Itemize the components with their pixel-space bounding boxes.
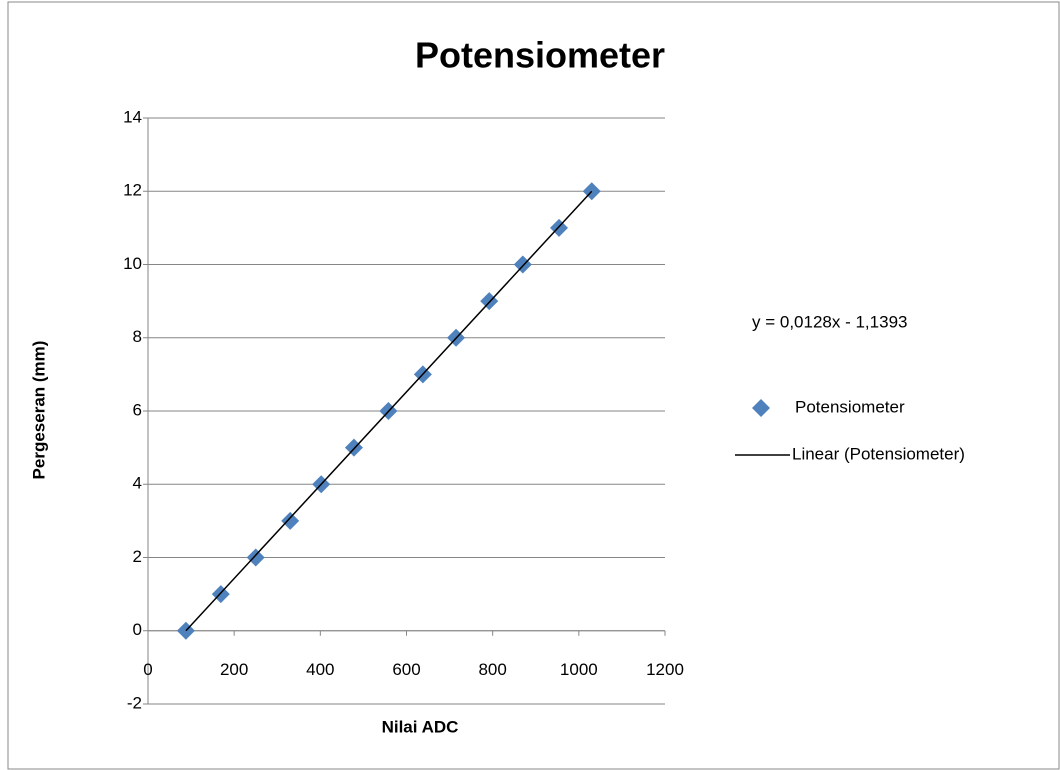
x-tick-label: 200 xyxy=(220,660,248,679)
y-tick-label: 8 xyxy=(133,327,142,346)
page: Potensiometer Nilai ADC Pergeseran (mm) … xyxy=(0,0,1060,770)
y-tick-label: -2 xyxy=(127,693,142,712)
y-axis-title: Pergeseran (mm) xyxy=(29,341,48,480)
x-tick-label: 1200 xyxy=(646,660,684,679)
y-tick-label: 12 xyxy=(123,181,142,200)
x-axis-title: Nilai ADC xyxy=(382,717,459,736)
x-tick-label: 0 xyxy=(143,660,152,679)
chart: Potensiometer Nilai ADC Pergeseran (mm) … xyxy=(0,0,1060,770)
y-tick-label: 4 xyxy=(133,474,142,493)
y-tick-label: 14 xyxy=(123,107,142,126)
y-tick-label: 2 xyxy=(133,547,142,566)
legend-label: Linear (Potensiometer) xyxy=(792,444,965,463)
x-tick-label: 800 xyxy=(478,660,506,679)
y-tick-label: 10 xyxy=(123,254,142,273)
chart-title: Potensiometer xyxy=(415,35,665,76)
x-tick-label: 400 xyxy=(306,660,334,679)
y-tick-label: 6 xyxy=(133,400,142,419)
y-tick-label: 0 xyxy=(133,620,142,639)
x-tick-label: 600 xyxy=(392,660,420,679)
trendline-equation: y = 0,0128x - 1,1393 xyxy=(752,312,907,331)
legend-label: Potensiometer xyxy=(795,397,905,416)
chart-border xyxy=(8,2,1059,769)
x-tick-label: 1000 xyxy=(560,660,598,679)
